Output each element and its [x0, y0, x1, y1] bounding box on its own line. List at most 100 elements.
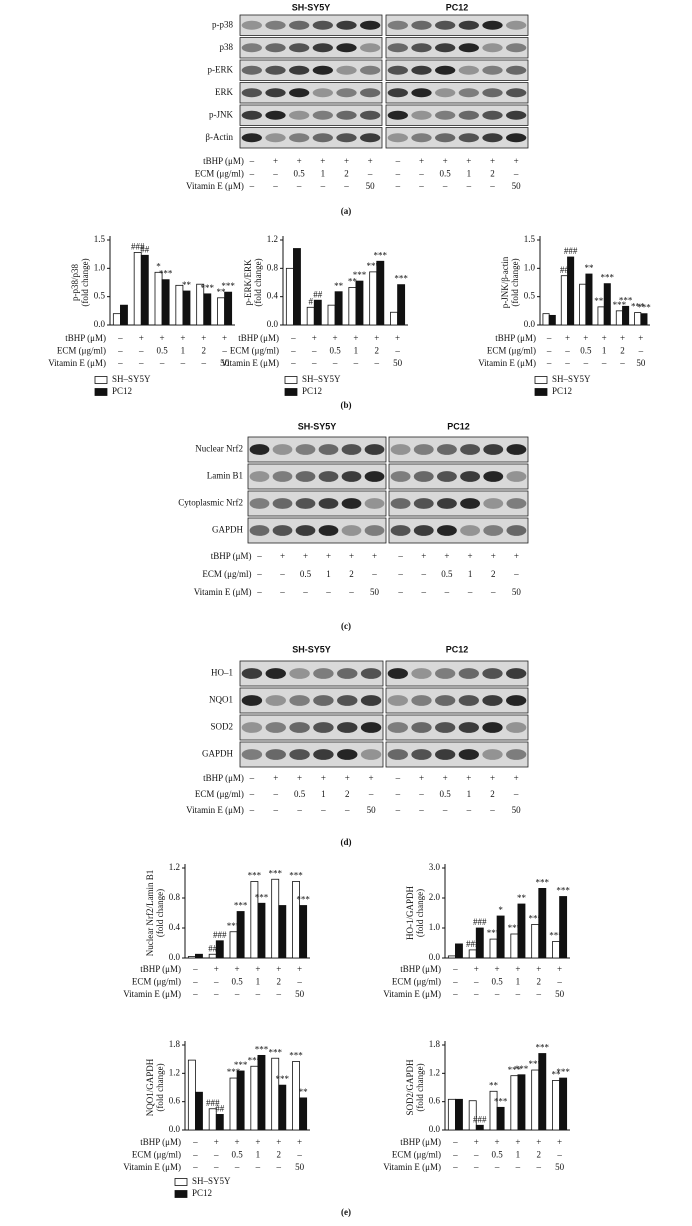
bar [355, 280, 364, 326]
blot-band [506, 668, 527, 679]
blot-band [411, 133, 432, 143]
treatment-value: – [192, 964, 198, 974]
bar [313, 299, 322, 326]
treatment-value: + [514, 551, 519, 561]
significance-mark: ** [217, 287, 227, 297]
blot-strip [239, 687, 384, 714]
treatment-value: 2 [345, 789, 350, 799]
legend-label: PC12 [552, 386, 572, 396]
legend-label: SH–SY5Y [192, 1176, 231, 1186]
blot-band [337, 749, 358, 760]
treatment-label: tBHP (μM) [140, 1137, 181, 1147]
significance-mark: ** [348, 277, 358, 287]
treatment-value: + [444, 551, 449, 561]
panel-label: (d) [341, 837, 352, 847]
blot-band [411, 722, 432, 733]
treatment-value: – [213, 977, 219, 987]
protein-label: p38 [220, 42, 234, 52]
significance-mark: *** [556, 886, 570, 896]
blot-band [265, 668, 286, 679]
blot-band [364, 471, 385, 482]
treatment-value: – [234, 1162, 240, 1172]
blot-band [289, 110, 310, 120]
treatment-value: + [276, 1137, 281, 1147]
blot-band [318, 444, 339, 455]
bar [271, 878, 280, 959]
bar [538, 1053, 547, 1131]
treatment-value: 1 [354, 346, 359, 356]
treatment-value: + [280, 551, 285, 561]
treatment-value: + [235, 1137, 240, 1147]
treatment-value: 1 [321, 169, 326, 179]
blot-band [289, 722, 310, 733]
treatment-value: – [467, 587, 473, 597]
blot-band [337, 695, 358, 706]
treatment-label: tBHP (μM) [400, 1137, 441, 1147]
significance-mark: *** [201, 283, 215, 293]
significance-mark: ### [466, 939, 480, 949]
treatment-value: + [536, 964, 541, 974]
treatment-value: 50 [370, 587, 380, 597]
blot-strip [385, 82, 529, 104]
y-tick-label: 0.6 [169, 1096, 181, 1106]
legend-label: SH–SY5Y [112, 374, 151, 384]
blot-band [435, 65, 456, 75]
blot-band [413, 471, 434, 482]
blot-band [387, 43, 408, 53]
treatment-value: + [514, 773, 519, 783]
y-axis-label: p-p38/p38 [70, 264, 80, 301]
treatment-value: + [421, 551, 426, 561]
bar [475, 927, 484, 959]
treatment-value: + [201, 333, 206, 343]
treatment-value: + [466, 156, 471, 166]
treatment-value: + [297, 1137, 302, 1147]
treatment-value: – [256, 551, 262, 561]
bar [597, 306, 605, 326]
treatment-value: + [369, 773, 374, 783]
treatment-value: 1 [256, 977, 261, 987]
bar [634, 312, 642, 326]
treatment-value: + [303, 551, 308, 561]
blot-band [411, 20, 432, 30]
blot-band [364, 444, 385, 455]
blot-band [289, 88, 310, 98]
blot-band [506, 88, 527, 98]
y-tick-label: 0.0 [169, 1124, 181, 1134]
treatment-value: – [444, 587, 450, 597]
blot-band [387, 20, 408, 30]
treatment-value: + [474, 1137, 479, 1147]
treatment-value: – [452, 977, 458, 987]
treatment-value: – [397, 569, 403, 579]
blot-band [289, 695, 310, 706]
treatment-value: + [214, 1137, 219, 1147]
bar [496, 915, 505, 959]
bar [224, 291, 233, 326]
treatment-value: – [421, 587, 427, 597]
bar [133, 252, 142, 326]
y-axis-label: (fold change) [80, 258, 90, 306]
treatment-value: – [344, 805, 350, 815]
blot-band [411, 110, 432, 120]
treatment-value: – [442, 805, 448, 815]
treatment-value: 0.5 [294, 169, 306, 179]
y-tick-label: 0.5 [94, 291, 106, 301]
significance-mark: *** [613, 300, 627, 310]
treatment-value: – [466, 181, 472, 191]
blot-band [249, 525, 270, 536]
treatment-value: – [256, 587, 262, 597]
significance-mark: *** [227, 921, 241, 931]
treatment-value: 50 [367, 805, 377, 815]
blot-band [482, 88, 503, 98]
treatment-value: – [395, 169, 401, 179]
significance-mark: ## [560, 265, 570, 275]
treatment-value: + [222, 333, 227, 343]
blot-band [483, 444, 504, 455]
bar [250, 1065, 259, 1131]
bar [567, 256, 575, 326]
treatment-value: + [321, 773, 326, 783]
treatment-value: + [495, 964, 500, 974]
bar [517, 1074, 526, 1131]
treatment-value: 0.5 [491, 1150, 503, 1160]
treatment-value: + [583, 333, 588, 343]
treatment-value: + [273, 773, 278, 783]
